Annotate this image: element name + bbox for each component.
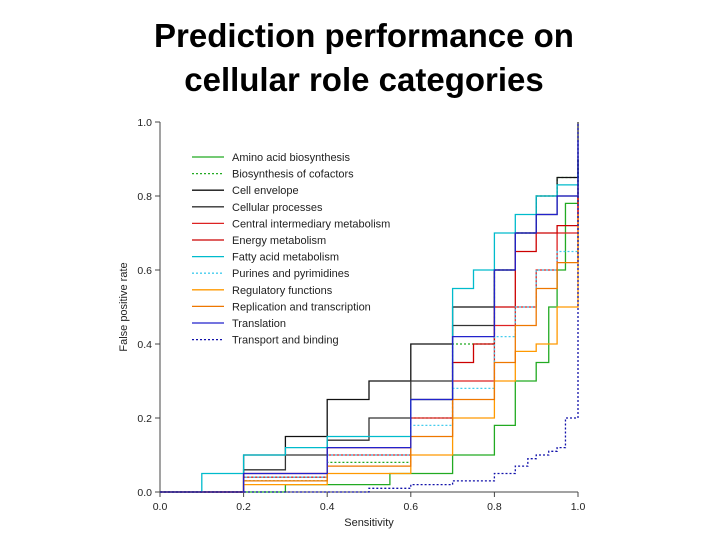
x-axis-label: Sensitivity (344, 517, 394, 529)
legend-label: Replication and transcription (232, 301, 371, 313)
slide-title-line-1: Prediction performance on (154, 17, 574, 54)
x-tick-label: 1.0 (571, 501, 586, 513)
legend-label: Cellular processes (232, 202, 323, 214)
legend-label: Fatty acid metabolism (232, 252, 339, 264)
y-tick-label: 0.2 (137, 413, 152, 425)
slide-title: Prediction performance on cellular role … (0, 14, 728, 102)
y-tick-label: 0.6 (137, 265, 152, 277)
legend-label: Cell envelope (232, 185, 299, 197)
legend-label: Translation (232, 318, 286, 330)
x-tick-label: 0.4 (320, 501, 335, 513)
x-tick-label: 0.2 (236, 501, 251, 513)
chart-legend: Amino acid biosynthesis Biosynthesis of c… (192, 152, 390, 347)
y-tick-label: 0.0 (137, 487, 152, 499)
legend-label: Energy metabolism (232, 235, 326, 247)
legend-label: Biosynthesis of cofactors (232, 169, 354, 181)
chart-series (160, 122, 579, 493)
legend-label: Amino acid biosynthesis (232, 152, 351, 164)
legend-label: Purines and pyrimidines (232, 268, 350, 280)
legend-label: Regulatory functions (232, 285, 333, 297)
legend-label: Transport and binding (232, 335, 339, 347)
y-axis-label: False positive rate (118, 262, 130, 351)
series-line-9 (160, 233, 579, 493)
x-tick-label: 0.8 (487, 501, 502, 513)
slide-title-line-2: cellular role categories (184, 61, 544, 98)
y-tick-label: 0.8 (137, 191, 152, 203)
series-line-10 (160, 214, 579, 493)
x-tick-label: 0.6 (403, 501, 418, 513)
y-tick-label: 1.0 (137, 117, 152, 129)
x-tick-label: 0.0 (153, 501, 168, 513)
chart-ticks: 0.0 0.2 0.4 0.6 0.8 1.0 0.0 0.2 0.4 0.6 0.8 1.0 (137, 117, 585, 513)
y-tick-label: 0.4 (137, 339, 152, 351)
series-line-11 (160, 140, 579, 493)
legend-label: Central intermediary metabolism (232, 218, 390, 230)
